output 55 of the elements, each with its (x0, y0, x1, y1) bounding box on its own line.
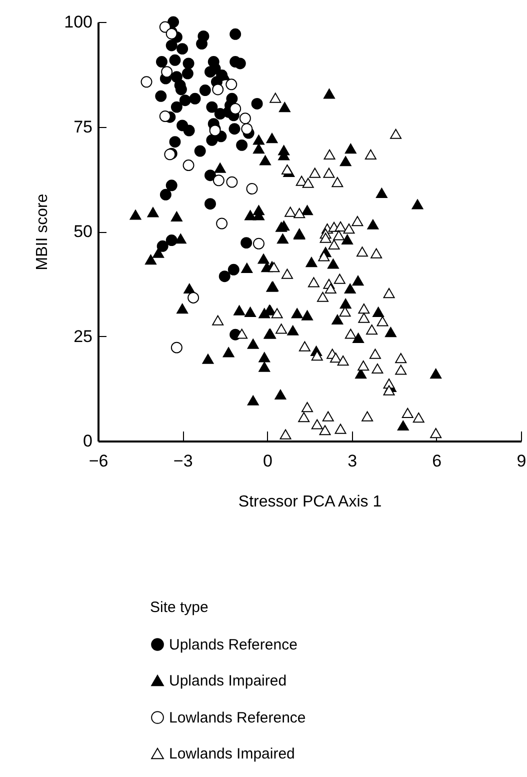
point (169, 136, 181, 148)
point (204, 198, 216, 210)
x-tick-label: 3 (348, 452, 358, 470)
legend-title: Site type (150, 599, 208, 616)
point (183, 124, 195, 136)
point (166, 180, 178, 192)
point (228, 123, 240, 135)
point (228, 264, 240, 276)
x-tick-label: −6 (88, 452, 108, 470)
point (194, 145, 206, 157)
point (170, 101, 182, 113)
y-axis-title: MBII score (34, 194, 52, 270)
point (218, 270, 230, 282)
point (236, 139, 248, 151)
x-tick-label: 9 (516, 452, 526, 470)
point (206, 134, 218, 146)
legend-label: Lowlands Reference (169, 710, 306, 726)
y-tick-label: 100 (64, 12, 92, 32)
y-tick-label: 25 (74, 326, 92, 346)
point (204, 170, 216, 182)
point (161, 66, 173, 78)
point (189, 92, 201, 104)
point (196, 38, 208, 50)
point (212, 84, 224, 96)
x-tick-label: −3 (173, 452, 193, 470)
point (182, 58, 194, 70)
x-tick-label: 0 (262, 452, 272, 470)
y-tick-label: 50 (74, 222, 92, 241)
point (204, 66, 216, 78)
point (166, 234, 178, 246)
point (230, 103, 242, 114)
point (176, 43, 188, 55)
legend-label: Uplands Impaired (169, 672, 287, 690)
point (160, 188, 172, 200)
point (156, 56, 168, 68)
x-axis-title: Stressor PCA Axis 1 (238, 494, 382, 510)
y-tick-label: 0 (83, 432, 92, 450)
legend-label: Lowlands Impaired (169, 746, 295, 762)
point (159, 110, 171, 122)
point (230, 28, 242, 40)
point (199, 84, 211, 96)
point (179, 94, 191, 106)
point (240, 237, 252, 249)
point (169, 54, 181, 66)
x-tick-label: 6 (432, 452, 442, 470)
legend-label: Uplands Reference (169, 636, 298, 654)
point (241, 123, 253, 135)
y-tick-label: 75 (74, 117, 92, 136)
point (182, 68, 194, 80)
point (156, 240, 168, 252)
point (155, 90, 167, 102)
point (206, 101, 218, 113)
point (251, 98, 263, 110)
point (166, 40, 178, 52)
point (214, 108, 226, 120)
